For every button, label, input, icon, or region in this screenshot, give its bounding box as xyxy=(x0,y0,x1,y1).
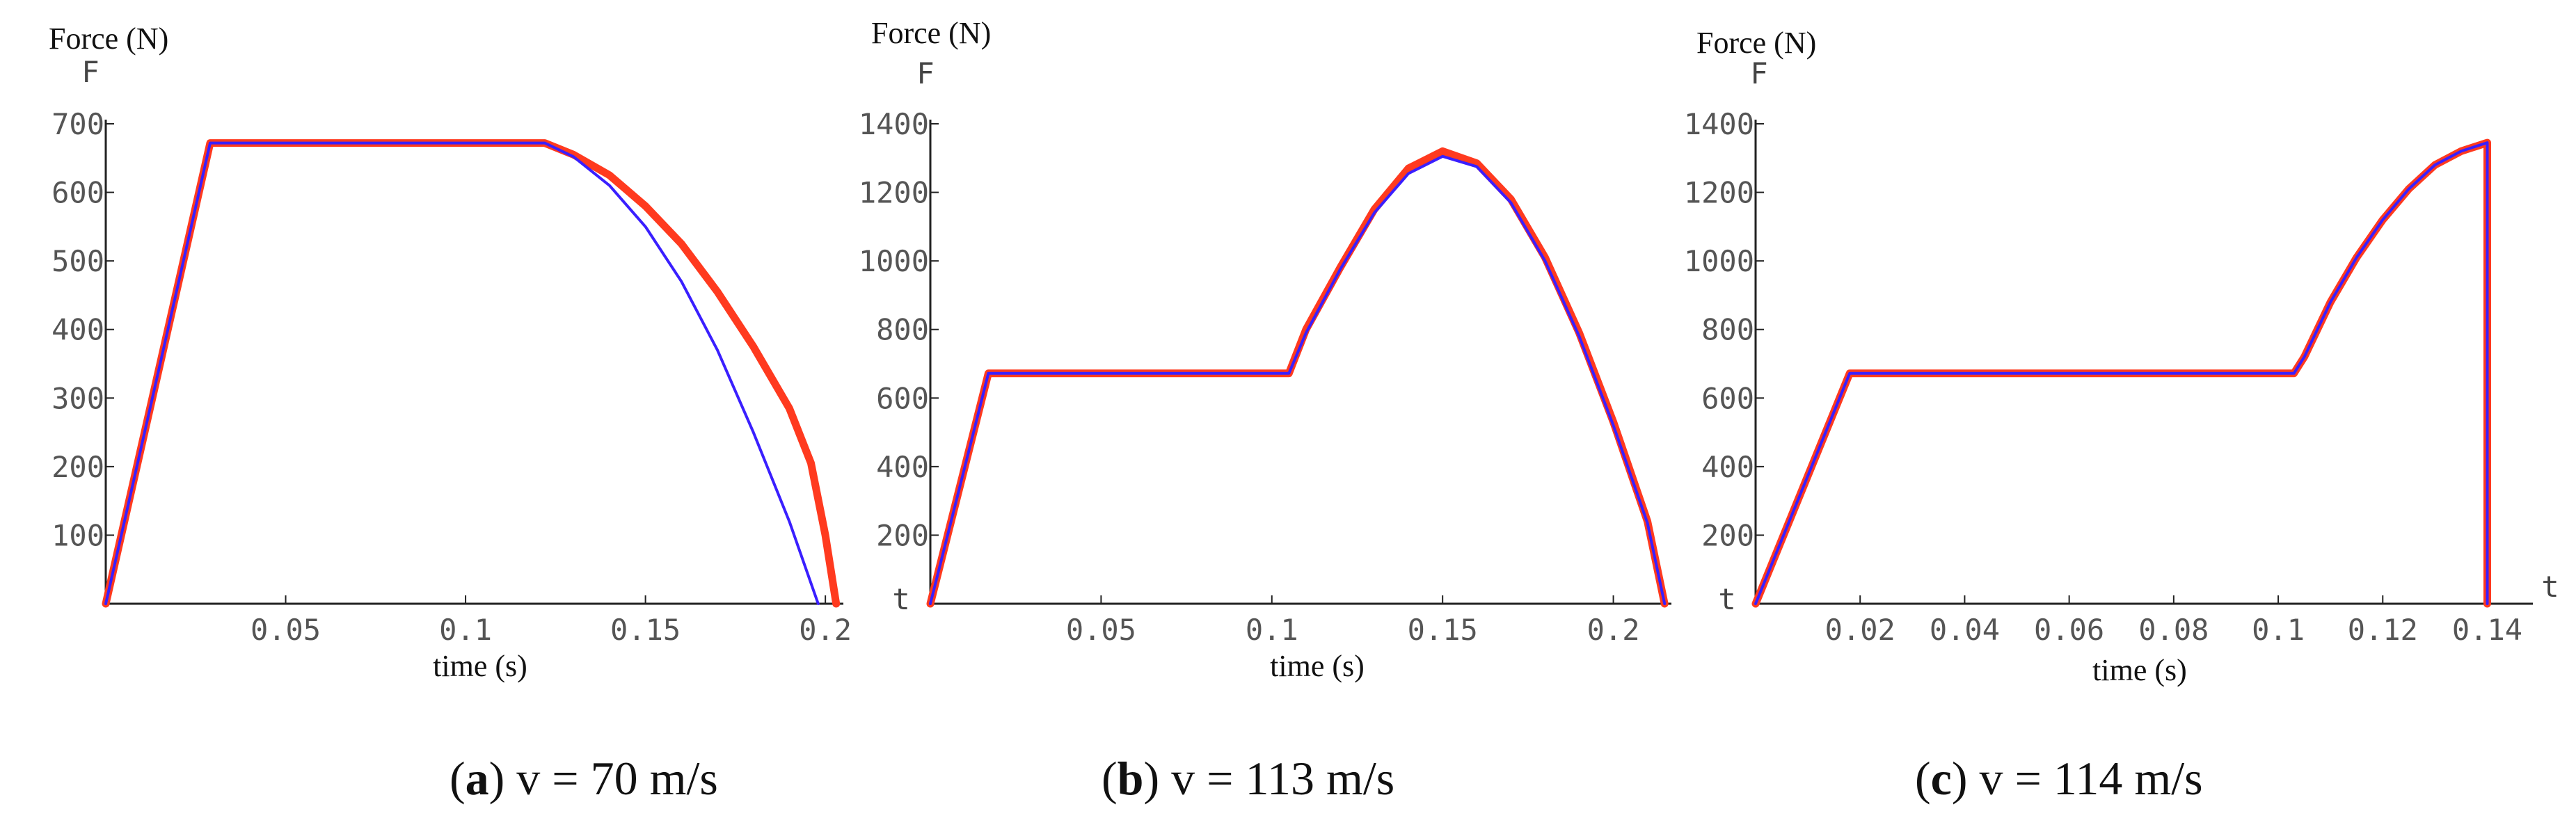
y-axis-variable: F xyxy=(1750,56,1767,90)
x-tick-label: 0.1 xyxy=(439,613,492,647)
plot-area: 200 400 600 800 1000 1200 1400 0.02 0.04 0.06 0.08… xyxy=(1684,107,2533,647)
x-tick-label: 0.2 xyxy=(1587,613,1640,647)
x-axis-title: time (s) xyxy=(433,649,527,683)
plot-area: 100 200 300 400 500 600 700 0.05 0.1 0.15 0.2 xyxy=(51,107,852,647)
x-tick-label: 0.12 xyxy=(2348,613,2418,647)
caption-text: ) v = 70 m/s xyxy=(489,752,718,805)
caption-text: ) v = 113 m/s xyxy=(1143,752,1394,805)
x-tick-label: 0.06 xyxy=(2034,613,2104,647)
blue-series-line xyxy=(104,141,820,605)
y-axis-title: Force (N) xyxy=(871,16,991,50)
y-tick-label: 800 xyxy=(1701,313,1754,347)
caption-letter: a xyxy=(466,752,489,805)
x-axis-title: time (s) xyxy=(1270,649,1365,683)
x-tick-label: 0.04 xyxy=(1930,613,2000,647)
plot-area: 200 400 600 800 1000 1200 1400 0.05 0.1 0.15 0.2 xyxy=(859,107,1671,647)
x-tick-label: 0.02 xyxy=(1825,613,1895,647)
x-axis-title: time (s) xyxy=(2092,653,2187,687)
caption-letter: b xyxy=(1118,752,1144,805)
x-tick-label: 0.08 xyxy=(2138,613,2209,647)
y-tick-label: 200 xyxy=(1701,518,1754,552)
y-tick-label: 600 xyxy=(51,176,104,210)
y-axis-variable: F xyxy=(81,55,99,89)
x-axis-variable: t xyxy=(892,582,909,616)
y-tick-label: 1000 xyxy=(1684,244,1754,278)
x-axis-variable: t xyxy=(1718,582,1735,616)
caption: (a) v = 70 m/s xyxy=(450,752,718,805)
y-axis-title: Force (N) xyxy=(1696,26,1816,60)
x-tick-label: 0.1 xyxy=(2252,613,2305,647)
y-tick-label: 1200 xyxy=(1684,176,1754,210)
caption-letter: c xyxy=(1931,752,1952,805)
x-tick-label: 0.15 xyxy=(1408,613,1478,647)
y-tick-label: 1000 xyxy=(859,244,929,278)
y-tick-label: 200 xyxy=(51,450,104,484)
x-tick-label: 0.14 xyxy=(2452,613,2522,647)
x-tick-label: 0.2 xyxy=(799,613,852,647)
y-tick-label: 1200 xyxy=(859,176,929,210)
y-tick-label: 300 xyxy=(51,381,104,415)
y-tick-label: 500 xyxy=(51,244,104,278)
y-tick-label: 600 xyxy=(1701,381,1754,415)
x-tick-label: 0.05 xyxy=(1066,613,1136,647)
blue-series-line xyxy=(929,154,1667,605)
y-tick-label: 200 xyxy=(876,518,929,552)
y-tick-label: 400 xyxy=(51,313,104,347)
chart-panel-b: Force (N) F t 200 400 600 800 1000 1200 1400 0.… xyxy=(859,16,1671,805)
chart-panel-c: Force (N) F t t 200 400 600 800 1000 1200 1400… xyxy=(1684,26,2559,805)
red-series-line xyxy=(926,147,1669,608)
y-tick-label: 1400 xyxy=(859,107,929,141)
y-tick-label: 400 xyxy=(1701,450,1754,484)
x-axis-variable-right: t xyxy=(2541,570,2559,604)
x-tick-label: 0.05 xyxy=(251,613,321,647)
y-tick-label: 800 xyxy=(876,313,929,347)
y-tick-label: 1400 xyxy=(1684,107,1754,141)
y-tick-label: 400 xyxy=(876,450,929,484)
y-tick-label: 100 xyxy=(51,518,104,552)
caption: (c) v = 114 m/s xyxy=(1915,752,2203,805)
y-axis-title: Force (N) xyxy=(49,22,168,56)
y-axis-variable: F xyxy=(916,56,934,90)
x-tick-label: 0.1 xyxy=(1246,613,1298,647)
blue-series-line xyxy=(1754,141,2489,605)
y-tick-label: 600 xyxy=(876,381,929,415)
chart-panel-a: Force (N) F 100 200 300 400 500 600 700 0.05 0.1… xyxy=(49,22,852,805)
caption: (b) v = 113 m/s xyxy=(1102,752,1394,805)
caption-text: ) v = 114 m/s xyxy=(1952,752,2203,805)
x-tick-label: 0.15 xyxy=(610,613,681,647)
y-tick-label: 700 xyxy=(51,107,104,141)
